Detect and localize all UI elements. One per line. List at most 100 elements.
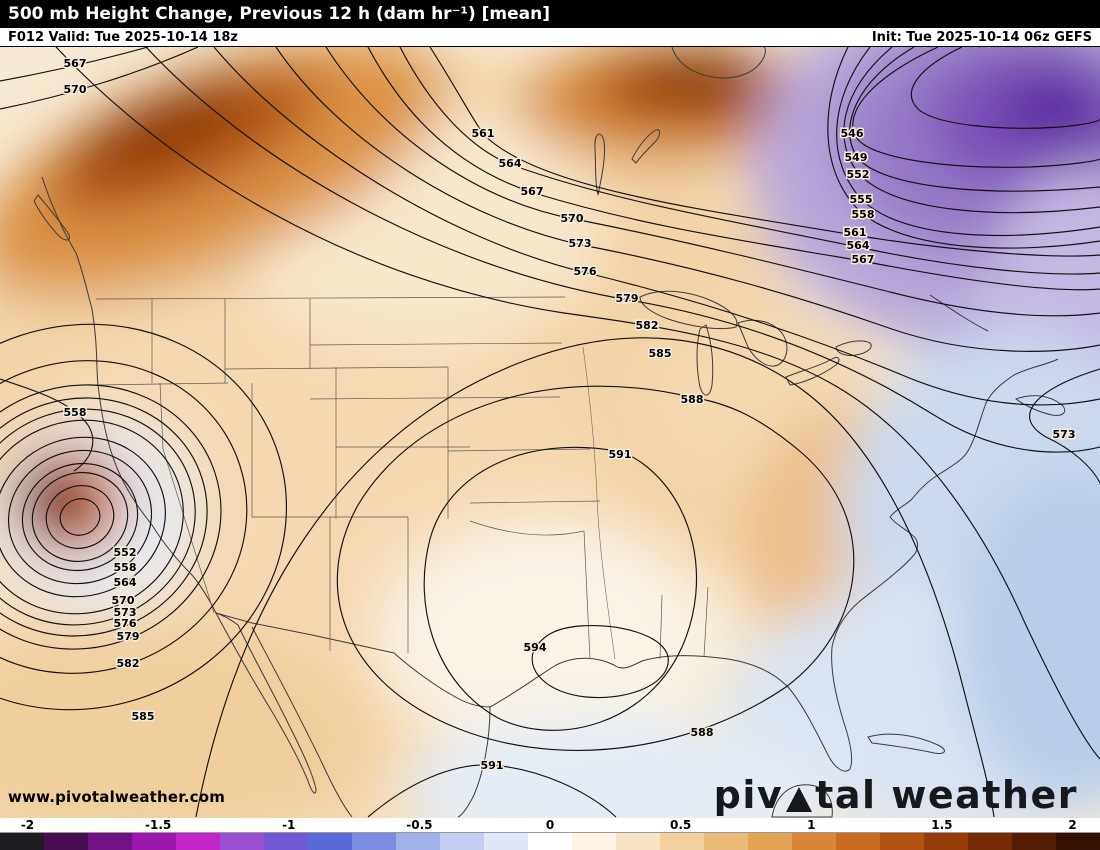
colorbar-tick-labels: -2 -1.5 -1 -0.5 0 0.5 1 1.5 2 <box>0 818 1100 832</box>
contour-label: 594 <box>524 641 547 654</box>
contour-labels: 5675705615645675705735765795825855885915… <box>62 56 1077 774</box>
colorbar-segment <box>44 833 88 850</box>
contour-label: 588 <box>691 726 714 739</box>
chart-title: 500 mb Height Change, Previous 12 h (dam… <box>8 4 551 24</box>
colorbar-tick: 1.5 <box>931 818 953 832</box>
colorbar-segment <box>484 833 528 850</box>
gulf-of-california-coast <box>251 626 353 818</box>
yucatan <box>771 784 833 818</box>
lake-michigan <box>696 324 714 396</box>
contour-label: 576 <box>114 617 137 630</box>
contour-label: 552 <box>114 546 137 559</box>
colorbar-segment <box>748 833 792 850</box>
northern-lake <box>631 129 661 164</box>
colorbar-segment <box>528 833 572 850</box>
contour-label: 555 <box>850 193 873 206</box>
st-lawrence <box>929 294 989 332</box>
coastline <box>41 176 1059 772</box>
contour-label: 549 <box>845 151 868 164</box>
contour-label: 570 <box>112 594 135 607</box>
contour-label: 573 <box>1053 428 1076 441</box>
colorbar-segment <box>572 833 616 850</box>
colorbar-segment <box>924 833 968 850</box>
height-change-color-field <box>0 47 1100 818</box>
colorbar-tick: -0.5 <box>406 818 433 832</box>
logo-text-left: piv <box>713 773 784 817</box>
colorbar-tick: -1.5 <box>145 818 172 832</box>
mississippi-river <box>582 346 616 660</box>
colorbar-segment <box>176 833 220 850</box>
colorbar-tick: 2 <box>1068 818 1077 832</box>
colorbar-segment <box>880 833 924 850</box>
contour-label: 588 <box>681 393 704 406</box>
colorbar-segment <box>264 833 308 850</box>
contour-label: 561 <box>844 226 867 239</box>
contour-label: 564 <box>114 576 137 589</box>
colorbar-tick: -2 <box>20 818 35 832</box>
lake-winnipeg <box>594 133 605 196</box>
contour-label: 579 <box>616 292 639 305</box>
contour-label: 585 <box>649 347 672 360</box>
colorbar-tick: 1 <box>807 818 816 832</box>
init-time-label: Init: Tue 2025-10-14 06z GEFS <box>871 29 1092 45</box>
contour-label: 564 <box>499 157 522 170</box>
contour-label: 591 <box>481 759 504 772</box>
colorbar-segment <box>440 833 484 850</box>
contour-label: 582 <box>636 319 659 332</box>
contour-label: 576 <box>574 265 597 278</box>
contour-label: 573 <box>569 237 592 250</box>
pivotal-weather-logo: piv tal weather <box>714 776 1078 814</box>
colorbar <box>0 832 1100 850</box>
colorbar-segment <box>308 833 352 850</box>
colorbar-segment <box>352 833 396 850</box>
colorbar-segment <box>1056 833 1100 850</box>
colorbar-tick: 0 <box>545 818 555 832</box>
mexico-east-coast <box>457 706 491 818</box>
contour-label: 558 <box>64 406 87 419</box>
contour-label: 567 <box>64 57 87 70</box>
colorbar-segment <box>660 833 704 850</box>
colorbar-segment <box>1012 833 1056 850</box>
colorbar-segment <box>968 833 1012 850</box>
contour-label: 558 <box>852 208 875 221</box>
contour-label: 561 <box>472 127 495 140</box>
watermark-url: www.pivotalweather.com <box>8 788 226 806</box>
height-contours <box>0 47 1100 818</box>
colorbar-segment <box>220 833 264 850</box>
contour-label: 564 <box>847 239 870 252</box>
contour-label: 546 <box>841 127 864 140</box>
lake-ontario <box>835 340 872 356</box>
colorbar-segment <box>616 833 660 850</box>
colorbar-segment <box>88 833 132 850</box>
contour-label: 570 <box>64 83 87 96</box>
colorbar-tick: -1 <box>282 818 296 832</box>
colorbar-segment <box>132 833 176 850</box>
colorbar-segment <box>0 833 44 850</box>
map-area: 567 570 561 564 567 570 573 576 579 582 585 588 591 5… <box>0 47 1100 818</box>
cuba <box>867 733 945 754</box>
colorbar-segment <box>836 833 880 850</box>
contour-label: 570 <box>561 212 584 225</box>
baja-peninsula <box>214 612 317 794</box>
contour-label: 585 <box>132 710 155 723</box>
valid-time-label: F012 Valid: Tue 2025-10-14 18z <box>8 29 238 45</box>
weather-map: 5675705615645675705735765795825855885915… <box>0 47 1100 818</box>
lake-erie <box>785 356 840 386</box>
contour-label: 579 <box>117 630 140 643</box>
contour-label: 582 <box>117 657 140 670</box>
hudson-bay <box>671 47 766 79</box>
contour-label: 573 <box>114 606 137 619</box>
colorbar-segment <box>704 833 748 850</box>
contour-label: 567 <box>852 253 875 266</box>
contour-label: 591 <box>609 448 632 461</box>
logo-text-right: tal weather <box>815 773 1078 817</box>
contour-label: 567 <box>521 185 544 198</box>
title-bar: 500 mb Height Change, Previous 12 h (dam… <box>0 0 1100 28</box>
colorbar-tick: 0.5 <box>669 818 692 832</box>
lake-huron <box>737 319 788 367</box>
logo-triangle-icon <box>786 787 813 812</box>
geography-borders <box>33 47 1066 818</box>
colorbar-segment <box>792 833 836 850</box>
lake-superior <box>639 290 738 330</box>
colorbar-segment <box>396 833 440 850</box>
